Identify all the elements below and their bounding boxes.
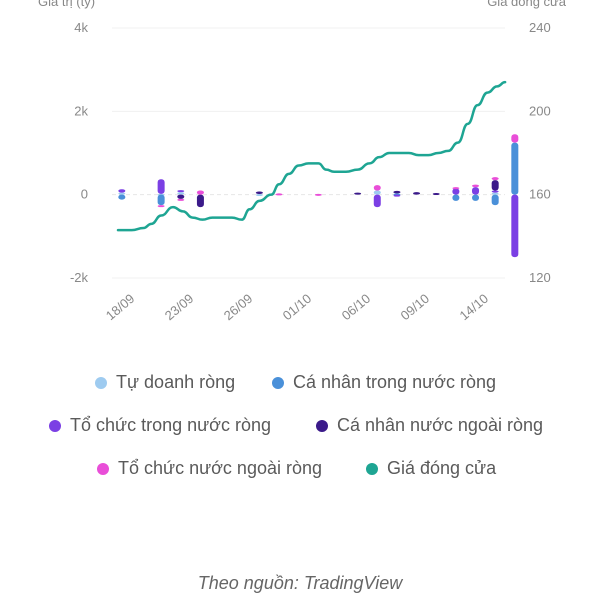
bar-segment [177, 190, 185, 193]
bar-segment [177, 194, 185, 199]
legend-item-ca-nhan-nuoc-ngoai[interactable]: Cá nhân nước ngoài ròng [316, 415, 543, 436]
legend-item-to-chuc-trong-nuoc[interactable]: Tổ chức trong nước ròng [49, 415, 271, 436]
legend-item-tu-doanh[interactable]: Tự doanh ròng [95, 372, 235, 393]
source-caption: Theo nguồn: TradingView [197, 573, 403, 593]
legend-dot-icon [316, 419, 328, 432]
x-tick-label: 18/09 [103, 291, 138, 323]
bar-segment [452, 194, 460, 201]
bar-segment [511, 134, 519, 143]
x-tick-label: 26/09 [221, 291, 256, 323]
x-tick-label: 14/10 [457, 291, 492, 323]
bar-segment [452, 188, 460, 195]
legend-item-to-chuc-nuoc-ngoai[interactable]: Tổ chức nước ngoài ròng [97, 458, 322, 479]
bar-segment [118, 192, 126, 195]
left-tick-label: 0 [81, 187, 88, 202]
legend-label: Giá đóng cửa [387, 458, 497, 478]
bar-segment [177, 198, 185, 201]
bar-segment [491, 180, 499, 191]
bar-segment [314, 193, 322, 196]
right-tick-label: 160 [529, 187, 551, 202]
bar-segment [432, 193, 440, 195]
combo-chart: Giá trị (tỷ) 4k 2k 0 -2k Giá đóng cửa 240 20… [38, 0, 567, 323]
x-tick-label: 06/10 [339, 291, 374, 323]
left-tick-label: 4k [74, 20, 88, 35]
bar-segment [413, 192, 421, 195]
legend-dot-icon [97, 462, 109, 475]
legend-dot-icon [49, 419, 61, 432]
x-tick-label: 09/10 [398, 291, 433, 323]
right-axis: Giá đóng cửa 240 200 160 120 [487, 0, 567, 285]
bar-segment [511, 142, 519, 195]
x-tick-label: 23/09 [162, 291, 197, 323]
bar-segment [118, 194, 126, 200]
legend-dot-icon [366, 462, 378, 475]
bar-segment [373, 194, 381, 208]
bars [118, 134, 519, 258]
bar-segment [373, 190, 381, 195]
bar-segment [157, 179, 165, 194]
legend-label: Cá nhân trong nước ròng [293, 372, 496, 392]
bar-segment [452, 187, 460, 190]
left-axis-title: Giá trị (tỷ) [38, 0, 95, 9]
bar-segment [196, 190, 204, 195]
left-tick-label: -2k [70, 270, 89, 285]
bar-segment [196, 194, 204, 208]
x-tick-label: 01/10 [280, 291, 315, 323]
legend-label: Tự doanh ròng [116, 372, 236, 392]
legend-row: Tổ chức trong nước ròng Cá nhân nước ngo… [0, 415, 600, 458]
legend-label: Cá nhân nước ngoài ròng [337, 415, 543, 435]
price-line [116, 80, 507, 232]
x-axis: 18/09 23/09 26/09 01/10 06/10 09/10 14/10 [103, 291, 491, 323]
bar-segment [157, 194, 165, 206]
bar-segment [491, 177, 499, 181]
bar-segment [472, 184, 480, 188]
bar-segment [255, 194, 263, 197]
legend: Tự doanh ròng Cá nhân trong nước ròng Tổ… [0, 372, 600, 501]
bar-segment [275, 193, 283, 196]
bar-segment [472, 194, 480, 201]
right-tick-label: 240 [529, 20, 551, 35]
right-tick-label: 120 [529, 270, 551, 285]
bar-segment [511, 194, 519, 258]
left-tick-label: 2k [74, 103, 88, 118]
bar-segment [177, 192, 185, 195]
price-line-path [116, 80, 507, 232]
legend-row: Tự doanh ròng Cá nhân trong nước ròng [0, 372, 600, 415]
bar-segment [393, 190, 401, 194]
right-tick-label: 200 [529, 103, 551, 118]
bar-segment [354, 192, 362, 195]
legend-item-ca-nhan-trong-nuoc[interactable]: Cá nhân trong nước ròng [272, 372, 496, 393]
right-axis-title: Giá đóng cửa [487, 0, 567, 9]
bar-segment [255, 191, 263, 195]
left-axis: Giá trị (tỷ) 4k 2k 0 -2k [38, 0, 95, 285]
legend-dot-icon [272, 376, 284, 389]
legend-dot-icon [95, 376, 107, 389]
gridlines [112, 27, 505, 279]
bar-segment [491, 192, 499, 195]
legend-item-gia-dong-cua[interactable]: Giá đóng cửa [366, 458, 496, 479]
bar-segment [373, 185, 381, 191]
bar-segment [157, 205, 165, 208]
bar-segment [491, 190, 499, 193]
legend-row: Tổ chức nước ngoài ròng Giá đóng cửa [0, 458, 600, 501]
bar-segment [393, 194, 401, 197]
bar-segment [472, 187, 480, 195]
bar-segment [118, 189, 126, 193]
bar-segment [491, 194, 499, 206]
legend-label: Tổ chức trong nước ròng [70, 415, 271, 435]
legend-label: Tổ chức nước ngoài ròng [118, 458, 323, 478]
